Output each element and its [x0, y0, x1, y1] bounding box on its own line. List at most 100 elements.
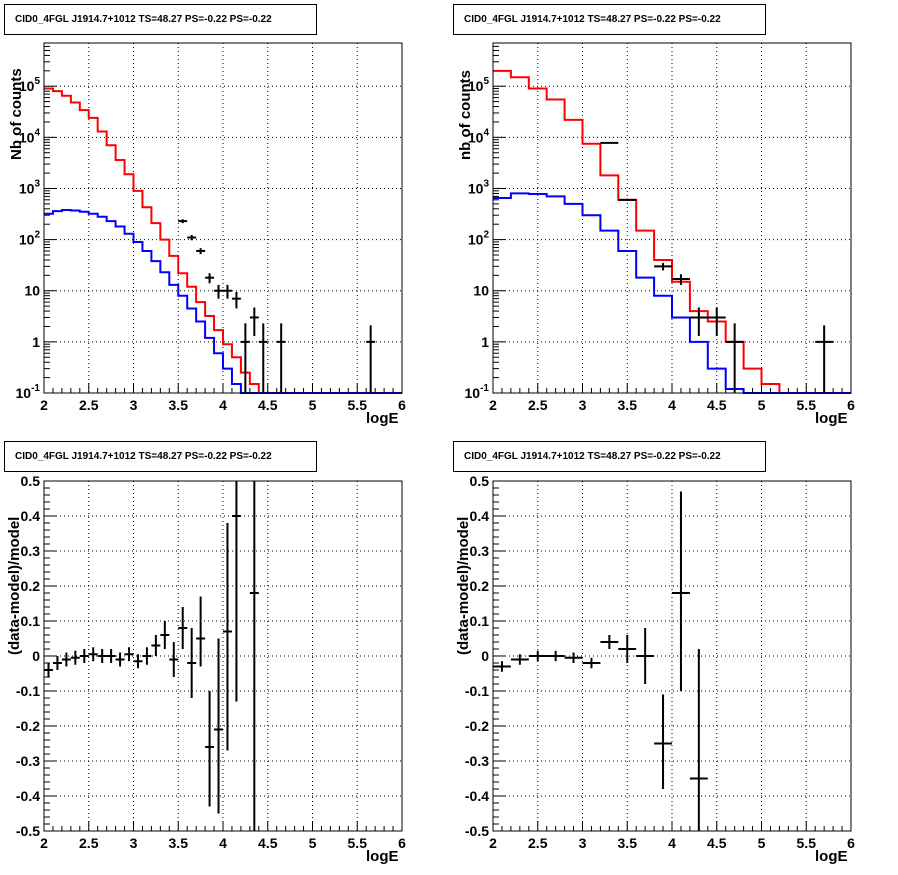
y-tick-label: -0.1 — [465, 683, 489, 699]
y-tick-label: 102 — [468, 230, 490, 248]
x-tick-label: 6 — [847, 835, 855, 851]
data-point — [528, 650, 547, 662]
x-tick-label: 2 — [40, 835, 48, 851]
plot-frame — [43, 42, 403, 394]
data-point — [205, 691, 215, 807]
x-axis-label: logE — [366, 848, 399, 865]
data-point — [124, 647, 134, 662]
x-tick-label: 4 — [668, 835, 676, 851]
x-tick-label: 3.5 — [618, 397, 638, 413]
x-tick-label: 2 — [40, 397, 48, 413]
x-tick-label: 4.5 — [258, 835, 278, 851]
y-tick-label: 0.2 — [470, 578, 490, 594]
data-point — [689, 307, 708, 337]
y-tick-label: -0.2 — [16, 718, 40, 734]
y-axis-label: (data-model)/model — [6, 516, 23, 655]
plot-frame — [43, 480, 403, 832]
data-point — [249, 481, 259, 831]
x-tick-label: 2.5 — [79, 835, 99, 851]
y-tick-label: 0.3 — [470, 543, 490, 559]
data-point — [196, 248, 206, 255]
data-point — [115, 652, 125, 667]
pad-counts-left: CID0_4FGL J1914.7+1012 TS=48.27 PS=-0.22… — [0, 0, 449, 437]
data-point — [151, 635, 161, 656]
data-point — [61, 652, 71, 667]
data-point — [564, 652, 583, 663]
pad-residuals-left: CID0_4FGL J1914.7+1012 TS=48.27 PS=-0.22… — [0, 437, 449, 875]
data-point — [79, 649, 89, 663]
data-point — [97, 649, 107, 663]
residuals-plot-right: 2 2.5 3 3.5 4 4.5 5 5.5 6 -0.5 -0.4 -0.3 -0.2 -0.1 0 0.… — [465, 473, 855, 851]
counts-plot-right: 2 2.5 3 3.5 4 4.5 5 5.5 6 10-1 1 10 102 103 104 105 — [465, 42, 855, 413]
x-tick-label: 3 — [579, 835, 587, 851]
y-axis-label: Nb of counts — [8, 68, 25, 160]
data-point — [276, 323, 286, 393]
y-tick-label: 105 — [19, 76, 41, 94]
y-tick-label: -0.4 — [16, 788, 40, 804]
y-tick-label: 10-1 — [16, 383, 41, 401]
x-tick-label: 2.5 — [528, 397, 548, 413]
data-point — [205, 273, 215, 284]
data-point — [70, 650, 80, 665]
x-tick-label: 4.5 — [707, 835, 727, 851]
x-tick-label: 3.5 — [618, 835, 638, 851]
y-tick-label: 0.5 — [21, 473, 41, 489]
data-point — [600, 141, 619, 144]
y-tick-label: -0.5 — [465, 823, 489, 839]
y-tick-label: 0.4 — [21, 508, 41, 524]
x-tick-label: 5 — [758, 397, 766, 413]
x-tick-label: 2 — [489, 397, 497, 413]
y-tick-label: 0.4 — [470, 508, 490, 524]
x-tick-label: 6 — [398, 835, 406, 851]
x-tick-label: 4.5 — [707, 397, 727, 413]
data-point — [44, 663, 53, 677]
y-tick-label: 0.2 — [21, 578, 41, 594]
chart-title: CID0_4FGL J1914.7+1012 TS=48.27 PS=-0.22… — [453, 441, 766, 472]
chart-title: CID0_4FGL J1914.7+1012 TS=48.27 PS=-0.22… — [4, 441, 317, 472]
y-tick-label: 103 — [19, 178, 41, 196]
x-tick-label: 5 — [309, 835, 317, 851]
y-tick-label: 10-1 — [465, 383, 490, 401]
data-point — [618, 198, 637, 201]
y-tick-label: 0.5 — [470, 473, 490, 489]
counts-plot-left: 2 2.5 3 3.5 4 4.5 5 5.5 6 10-1 1 10 102 103 104 105 — [16, 42, 406, 413]
histogram-component-model — [44, 208, 402, 394]
x-tick-label: 2.5 — [79, 397, 99, 413]
y-tick-label: -0.2 — [465, 718, 489, 734]
x-tick-label: 5.5 — [348, 397, 368, 413]
pad-residuals-right: CID0_4FGL J1914.7+1012 TS=48.27 PS=-0.22… — [449, 437, 898, 875]
data-point — [178, 219, 188, 224]
data-point — [546, 650, 565, 662]
chart-title: CID0_4FGL J1914.7+1012 TS=48.27 PS=-0.22… — [453, 4, 766, 35]
x-tick-label: 5.5 — [797, 835, 817, 851]
data-point — [600, 635, 619, 649]
x-tick-label: 4 — [219, 397, 227, 413]
y-tick-label: 0.3 — [21, 543, 41, 559]
pad-counts-right: CID0_4FGL J1914.7+1012 TS=48.27 PS=-0.22… — [449, 0, 898, 437]
data-point — [654, 694, 672, 789]
y-tick-label: -0.3 — [16, 753, 40, 769]
data-point — [88, 647, 98, 662]
data-point — [258, 323, 268, 393]
x-tick-label: 3.5 — [169, 835, 189, 851]
x-tick-label: 3 — [130, 397, 138, 413]
data-point — [214, 638, 223, 814]
data-point — [672, 274, 690, 285]
data-point — [725, 323, 744, 393]
x-tick-label: 3 — [130, 835, 138, 851]
y-tick-label: 102 — [19, 230, 41, 248]
data-point — [106, 649, 116, 663]
data-point — [178, 607, 188, 649]
y-tick-label: 104 — [468, 127, 490, 145]
y-tick-label: -0.5 — [16, 823, 40, 839]
data-point — [52, 656, 62, 670]
y-tick-label: 10 — [473, 283, 489, 299]
y-tick-label: 1 — [481, 334, 489, 350]
x-axis-label: logE — [815, 848, 848, 865]
x-axis-label: logE — [366, 410, 399, 427]
data-point — [618, 635, 637, 663]
y-tick-label: 1 — [32, 334, 40, 350]
y-tick-label: 0 — [32, 648, 40, 664]
data-point — [240, 323, 250, 393]
y-tick-label: 104 — [19, 127, 41, 145]
